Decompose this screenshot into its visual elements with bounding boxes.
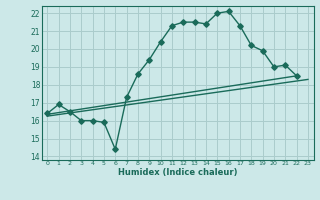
X-axis label: Humidex (Indice chaleur): Humidex (Indice chaleur) xyxy=(118,168,237,177)
